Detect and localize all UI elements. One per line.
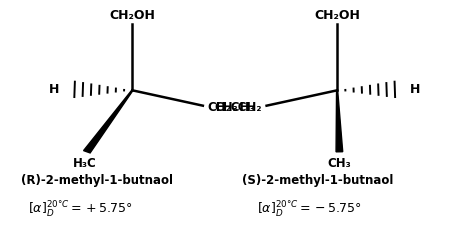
- Text: H: H: [410, 83, 420, 96]
- Text: H₃C: H₃C: [73, 157, 96, 170]
- Text: $[\alpha]_{D}^{20°C}$$= -5.75°$: $[\alpha]_{D}^{20°C}$$= -5.75°$: [257, 200, 362, 220]
- Text: $[\alpha]_{D}^{20°C}$$= +5.75°$: $[\alpha]_{D}^{20°C}$$= +5.75°$: [27, 200, 132, 220]
- Text: CH₃CH₂: CH₃CH₂: [215, 101, 262, 114]
- Text: CH₂CH₃: CH₂CH₃: [208, 101, 255, 114]
- Text: H: H: [49, 83, 60, 96]
- Text: (R)-2-methyl-1-butnaol: (R)-2-methyl-1-butnaol: [21, 174, 173, 187]
- Text: CH₂OH: CH₂OH: [314, 9, 360, 22]
- Polygon shape: [336, 90, 343, 152]
- Polygon shape: [83, 90, 133, 153]
- Text: (S)-2-methyl-1-butnaol: (S)-2-methyl-1-butnaol: [242, 174, 393, 187]
- Text: CH₂OH: CH₂OH: [109, 9, 155, 22]
- Text: CH₃: CH₃: [328, 157, 351, 170]
